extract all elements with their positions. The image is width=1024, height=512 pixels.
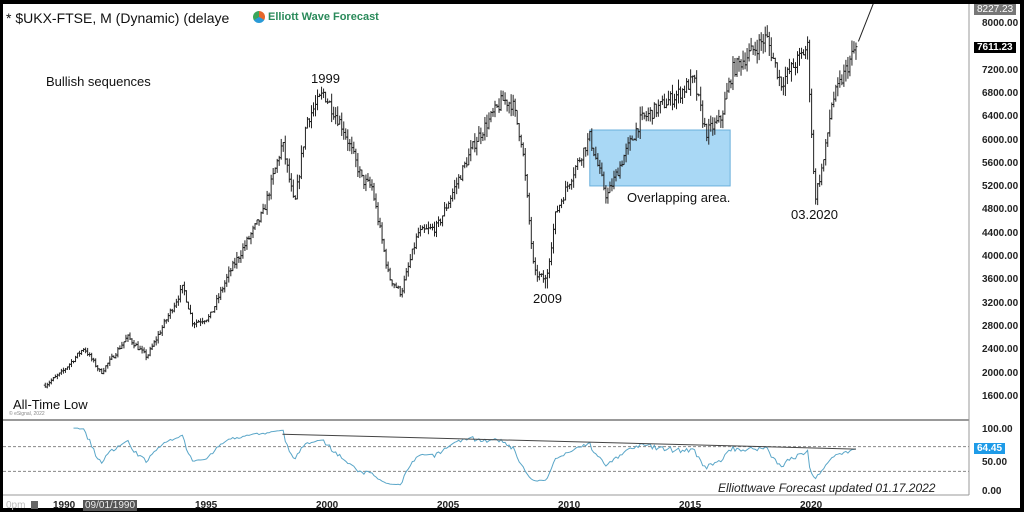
label-overlap: Overlapping area.	[627, 190, 731, 205]
x-label: 2015	[679, 500, 702, 511]
chart-title: * $UKX-FTSE, M (Dynamic) (delaye	[6, 10, 230, 26]
rsi-label-100: 100.00	[982, 424, 1013, 435]
x-label: 2000	[316, 500, 339, 511]
price-label: 4400.00	[982, 227, 1019, 239]
chart-window: * $UKX-FTSE, M (Dynamic) (delaye Elliott…	[3, 4, 1020, 511]
calendar-icon[interactable]	[31, 501, 38, 509]
price-label: 2000.00	[982, 367, 1019, 379]
price-label: 4000.00	[982, 251, 1019, 262]
x-label: 2010	[558, 500, 581, 511]
price-label: 6000.00	[982, 134, 1019, 146]
price-label: 3200.00	[982, 297, 1019, 309]
price-label: 4800.00	[982, 204, 1019, 216]
price-label: 5200.00	[982, 181, 1019, 193]
price-label: 7200.00	[982, 64, 1019, 76]
price-label: 3600.00	[982, 274, 1019, 286]
chart-canvas[interactable]	[3, 4, 1020, 508]
copyright: © eSignal, 2022	[9, 411, 45, 417]
last-price-tag: 7611.23	[974, 42, 1016, 53]
price-label: 6800.00	[982, 87, 1019, 99]
rsi-label-50: 50.00	[982, 457, 1008, 468]
x-label: 2020	[800, 500, 823, 511]
label-2020: 03.2020	[791, 207, 838, 222]
logo-text: Elliott Wave Forecast	[268, 11, 379, 23]
time-label: 0pm	[6, 500, 26, 511]
rsi-trendline	[282, 433, 856, 450]
projection-line	[857, 4, 874, 42]
rsi-last-tag: 64.45	[974, 443, 1006, 454]
price-label: 2400.00	[982, 344, 1019, 356]
label-2009: 2009	[533, 291, 562, 306]
price-label: 5600.00	[982, 157, 1019, 169]
x-label: 2005	[437, 500, 460, 511]
price-label: 8000.00	[982, 18, 1019, 29]
cursor-date: 09/01/1990	[83, 500, 138, 511]
price-label: 2800.00	[982, 320, 1019, 332]
label-1999: 1999	[311, 71, 340, 86]
price-label: 6400.00	[982, 111, 1019, 123]
footer-note: Elliottwave Forecast updated 01.17.2022	[718, 481, 936, 495]
logo: Elliott Wave Forecast	[253, 11, 379, 23]
x-label-1990: 1990	[53, 500, 76, 511]
label-all-time-low: All-Time Low	[13, 397, 88, 412]
rsi-label-0: 0.00	[982, 486, 1002, 497]
label-bullish: Bullish sequences	[46, 74, 151, 89]
price-label: 1600.00	[982, 390, 1019, 402]
logo-icon	[253, 11, 265, 23]
x-label: 1995	[195, 500, 218, 511]
rsi-line	[73, 427, 857, 486]
high-price-tag: 8227.23	[974, 4, 1017, 15]
